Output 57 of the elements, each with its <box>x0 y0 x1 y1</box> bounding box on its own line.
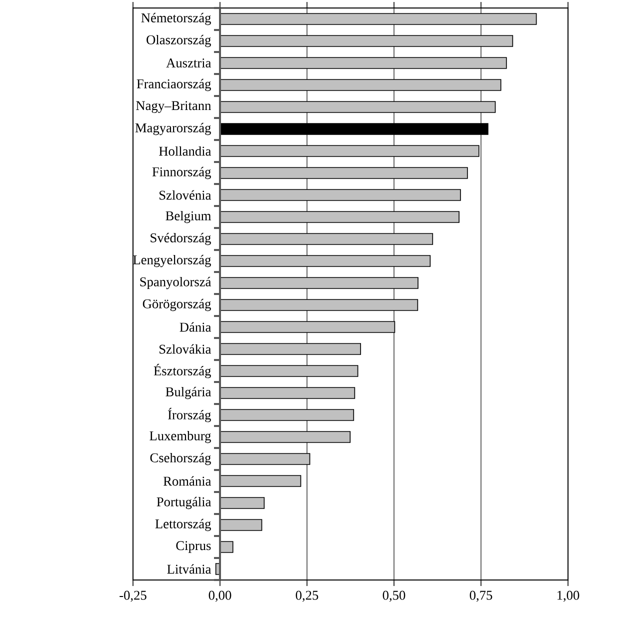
bar <box>220 475 302 487</box>
x-tick-label: 0,50 <box>382 590 406 602</box>
bar <box>220 255 431 267</box>
bar <box>220 497 265 509</box>
y-tick-label: Írország <box>168 408 211 422</box>
bar <box>220 431 351 443</box>
y-tick-label: Olaszország <box>146 34 211 48</box>
bar <box>220 35 514 47</box>
bar <box>220 343 362 355</box>
y-tick-label: Ausztria <box>166 58 212 68</box>
y-tick-label: Finnország <box>152 166 211 180</box>
y-tick-label: Spanyolorszá <box>140 276 212 290</box>
bar <box>220 167 468 179</box>
y-tick-label: Litvánia <box>167 564 212 574</box>
bar <box>220 409 354 421</box>
bar <box>220 101 496 113</box>
bar <box>220 541 234 553</box>
x-tick-label: 0,25 <box>296 590 318 602</box>
y-tick-label: Szlovénia <box>160 190 212 200</box>
y-tick-label: Lengyelország <box>133 254 211 268</box>
y-tick-label: Románia <box>163 476 212 486</box>
y-tick-label: Hollandia <box>159 146 212 156</box>
bar <box>220 277 418 289</box>
y-tick-label: Luxemburg <box>150 430 211 444</box>
y-tick-label: Svédország <box>150 232 211 246</box>
bar <box>220 519 262 531</box>
y-tick-label: Lettország <box>155 518 211 532</box>
y-tick-label: Görögország <box>142 298 211 312</box>
y-tick-label: Bulgária <box>166 386 212 400</box>
bar <box>220 123 488 135</box>
bar <box>220 79 502 91</box>
bar <box>220 211 460 223</box>
bar <box>220 387 356 399</box>
y-tick-label: Portugália <box>156 496 212 510</box>
y-tick-label: Dánia <box>180 322 212 332</box>
y-tick-label: Ciprus <box>176 541 211 553</box>
y-tick-label: Franciaország <box>136 78 211 92</box>
x-tick-label: 0,00 <box>208 590 232 602</box>
bar <box>220 299 418 311</box>
bar <box>220 233 434 245</box>
bar <box>220 13 537 25</box>
x-tick-label: 1,00 <box>558 590 580 602</box>
y-tick-label: Szlovákia <box>160 344 212 354</box>
bar <box>220 145 480 157</box>
bar <box>220 321 396 333</box>
bar <box>220 189 461 201</box>
y-tick-label: Nagy–Britann <box>136 101 212 113</box>
bar <box>220 57 507 69</box>
y-tick-label: Németország <box>141 12 211 26</box>
y-tick-label: Észtország <box>154 364 211 378</box>
y-tick-label: Belgium <box>166 210 212 224</box>
y-tick-label: Csehország <box>150 452 211 466</box>
bar <box>220 453 310 465</box>
bar <box>220 365 358 377</box>
x-tick-label: -0,25 <box>120 590 146 602</box>
x-tick-label: 0,75 <box>470 590 492 602</box>
y-tick-label: Magyarország <box>135 122 211 136</box>
